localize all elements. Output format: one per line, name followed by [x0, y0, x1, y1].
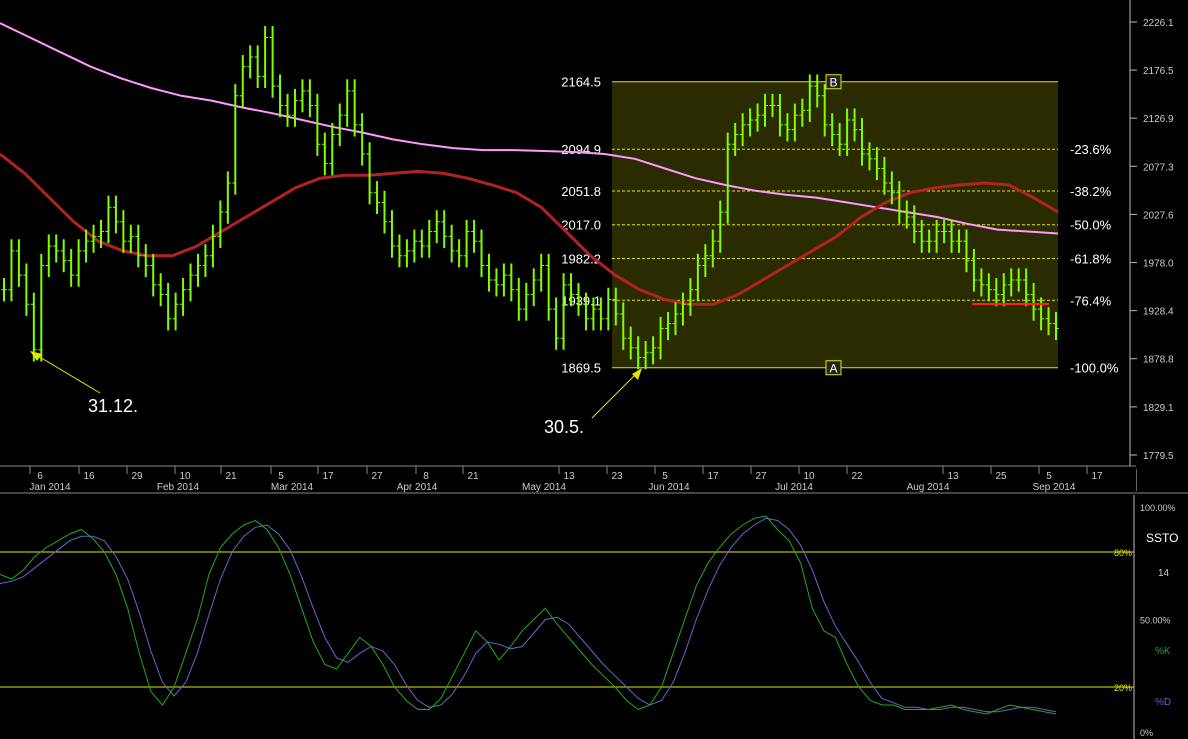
annotation-arrow	[32, 352, 101, 394]
time-axis-day-label: 27	[755, 471, 767, 482]
fib-a-label: A	[829, 362, 837, 376]
time-axis-day-label: 13	[947, 471, 959, 482]
fibonacci-pct-label: -76.4%	[1070, 293, 1112, 308]
annotation-arrowhead	[30, 351, 42, 361]
fib-a-box	[825, 360, 842, 376]
oscillator-d-label: %D	[1155, 697, 1171, 708]
time-axis-day-label: 16	[83, 471, 95, 482]
annotation-label: 31.12.	[88, 396, 138, 416]
fibonacci-pct-label: -38.2%	[1070, 184, 1112, 199]
time-axis-day-label: 21	[467, 471, 479, 482]
price-axis-label: 2176.5	[1143, 66, 1174, 77]
time-axis-day-label: 23	[611, 471, 623, 482]
annotation-arrow	[591, 369, 641, 419]
annotation-arrowhead	[632, 368, 642, 380]
time-axis-day-label: 5	[278, 471, 284, 482]
time-axis-day-label: 29	[131, 471, 143, 482]
time-axis-month-label: May 2014	[522, 482, 566, 493]
time-axis-day-label: 21	[225, 471, 237, 482]
time-axis-day-label: 13	[563, 471, 575, 482]
fibonacci-price-label: 1939.1	[561, 293, 601, 308]
fib-b-box	[825, 74, 842, 90]
annotation-label: 30.5.	[544, 417, 584, 437]
time-axis-day-label: 17	[322, 471, 334, 482]
oscillator-period: 14	[1158, 568, 1170, 579]
price-axis-label: 1829.1	[1143, 403, 1174, 414]
time-axis-month-label: Mar 2014	[271, 482, 314, 493]
time-axis-month-label: Jan 2014	[29, 482, 71, 493]
price-axis-label: 1928.4	[1143, 307, 1174, 318]
price-axis-label: 2077.3	[1143, 162, 1174, 173]
time-axis-month-label: Feb 2014	[157, 482, 200, 493]
time-axis-month-label: Jun 2014	[648, 482, 690, 493]
ma-long-line	[0, 22, 1059, 235]
fibonacci-pct-label: -100.0%	[1070, 361, 1119, 376]
time-axis-day-label: 5	[662, 471, 668, 482]
fibonacci-pct-label: -50.0%	[1070, 218, 1112, 233]
oscillator-level-label: 80%	[1114, 548, 1132, 558]
time-axis-day-label: 27	[371, 471, 383, 482]
price-axis-label: 2027.6	[1143, 210, 1174, 221]
time-axis-month-label: Aug 2014	[907, 482, 950, 493]
price-axis-label: 1978.0	[1143, 259, 1174, 270]
fibonacci-price-label: 1869.5	[561, 361, 601, 376]
fib-b-label: B	[829, 76, 837, 90]
time-axis-day-label: 6	[37, 471, 43, 482]
time-axis-day-label: 25	[995, 471, 1007, 482]
time-axis-day-label: 8	[423, 471, 429, 482]
price-axis-label: 1779.5	[1143, 451, 1174, 462]
time-axis-bg	[0, 466, 1136, 492]
oscillator-d-line	[0, 517, 1057, 713]
oscillator-k-line	[0, 515, 1057, 715]
oscillator-axis-label: 0%	[1140, 728, 1153, 738]
time-axis-month-label: Jul 2014	[775, 482, 813, 493]
fibonacci-pct-label: -23.6%	[1070, 142, 1112, 157]
fibonacci-price-label: 2017.0	[561, 218, 601, 233]
fibonacci-price-label: 2051.8	[561, 184, 601, 199]
time-axis-day-label: 5	[1046, 471, 1052, 482]
oscillator-axis-label: 100.00%	[1140, 503, 1176, 513]
time-axis-month-label: Apr 2014	[397, 482, 438, 493]
ma-short-line	[0, 152, 1059, 306]
fibonacci-pct-label: -61.8%	[1070, 251, 1112, 266]
oscillator-level-label: 20%	[1114, 683, 1132, 693]
time-axis-day-label: 10	[803, 471, 815, 482]
oscillator-k-label: %K	[1155, 646, 1171, 657]
price-axis-label: 1878.8	[1143, 355, 1174, 366]
fibonacci-price-label: 2164.5	[561, 75, 601, 90]
time-axis-day-label: 10	[179, 471, 191, 482]
oscillator-title: SSTO	[1146, 531, 1178, 545]
time-axis-day-label: 22	[851, 471, 863, 482]
price-axis-label: 2126.9	[1143, 114, 1174, 125]
fibonacci-price-label: 2094.9	[561, 142, 601, 157]
logo	[1136, 469, 1188, 491]
time-axis-day-label: 17	[707, 471, 719, 482]
oscillator-axis-label: 50.00%	[1140, 616, 1171, 626]
time-axis-month-label: Sep 2014	[1033, 482, 1076, 493]
price-axis-label: 2226.1	[1143, 18, 1174, 29]
time-axis-day-label: 17	[1091, 471, 1103, 482]
